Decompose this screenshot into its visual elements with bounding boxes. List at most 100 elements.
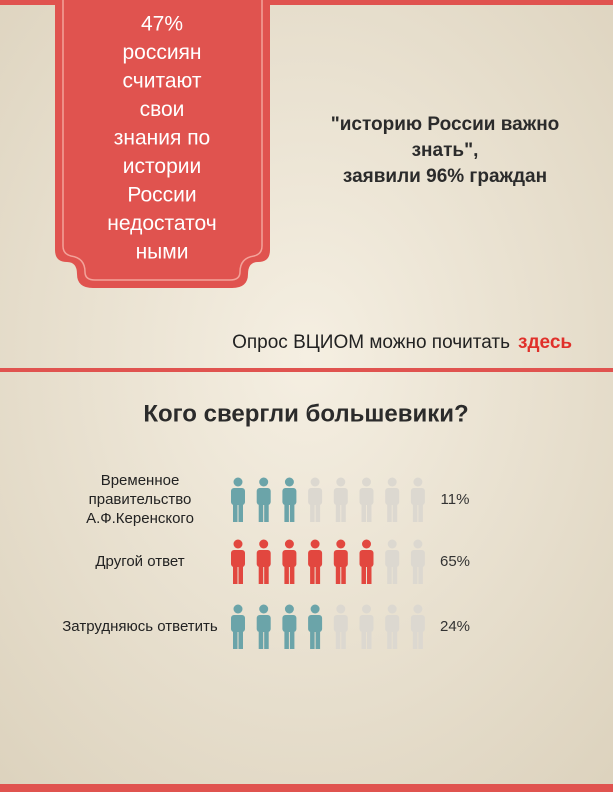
survey-title: Кого свергли большевики? <box>143 400 468 427</box>
person-icon <box>359 539 374 584</box>
icon-leg <box>412 565 418 584</box>
icon-leg <box>361 630 366 649</box>
person-icon <box>359 604 374 649</box>
person-icon <box>231 604 245 649</box>
icon-head <box>336 539 346 549</box>
icon-leg <box>264 503 269 522</box>
icon-leg <box>387 503 392 522</box>
source-link[interactable]: здесь <box>518 332 572 353</box>
row-percent: 11% <box>441 491 470 508</box>
icon-body <box>308 550 323 567</box>
icon-leg <box>284 503 289 522</box>
row-label: Другой ответ <box>95 553 184 570</box>
icon-body <box>410 488 425 505</box>
icon-head <box>233 604 243 614</box>
icon-head <box>387 539 397 549</box>
row-label: Временное <box>101 472 180 489</box>
icon-body <box>359 615 374 632</box>
banner-line: России <box>127 184 196 207</box>
person-icon <box>282 539 297 584</box>
icon-row <box>231 604 425 649</box>
banner <box>55 0 270 288</box>
icon-leg <box>233 565 238 584</box>
icon-leg <box>310 630 315 649</box>
icon-leg <box>258 630 264 649</box>
person-icon <box>308 539 323 584</box>
row-label: правительство <box>89 491 192 508</box>
icon-head <box>336 477 346 487</box>
icon-body <box>410 615 425 632</box>
icon-leg <box>264 565 269 584</box>
source-text: Опрос ВЦИОМ можно почитать <box>232 332 510 353</box>
icon-leg <box>341 503 346 522</box>
person-icon <box>308 604 323 649</box>
icon-leg <box>387 565 392 584</box>
banner-line: истории <box>123 155 201 178</box>
person-icon <box>308 477 323 522</box>
icon-body <box>333 615 348 632</box>
icon-leg <box>392 503 398 522</box>
icon-leg <box>392 565 398 584</box>
icon-row <box>231 477 425 522</box>
icon-leg <box>361 565 366 584</box>
icon-body <box>385 615 400 632</box>
icon-leg <box>315 565 321 584</box>
icon-leg <box>367 565 372 584</box>
icon-head <box>233 477 243 487</box>
icon-leg <box>289 565 295 584</box>
icon-body <box>256 615 271 632</box>
icon-body <box>333 550 348 567</box>
row-label: Затрудняюсь ответить <box>62 618 218 635</box>
icon-body <box>282 550 297 567</box>
icon-leg <box>367 630 372 649</box>
icon-leg <box>233 503 238 522</box>
icon-head <box>413 539 423 549</box>
person-icon <box>256 477 271 522</box>
icon-head <box>259 539 269 549</box>
person-icon <box>256 539 271 584</box>
icon-head <box>310 604 320 614</box>
icon-leg <box>238 630 243 649</box>
icon-head <box>284 604 294 614</box>
quote-line: "историю России важно <box>331 114 560 135</box>
icon-leg <box>310 503 315 522</box>
banner-line: недостаточ <box>107 212 216 235</box>
icon-head <box>310 539 320 549</box>
quote-line: заявили 96% граждан <box>343 166 547 187</box>
icon-body <box>385 550 400 567</box>
icon-leg <box>335 503 341 522</box>
icon-leg <box>289 630 295 649</box>
icon-head <box>284 539 294 549</box>
icon-leg <box>258 503 264 522</box>
icon-head <box>362 477 371 487</box>
person-icon <box>282 604 297 649</box>
icon-leg <box>361 503 366 522</box>
person-icon <box>333 539 348 584</box>
banner-line: ными <box>136 241 189 264</box>
icon-leg <box>418 503 423 522</box>
person-icon <box>410 539 425 584</box>
person-icon <box>410 477 425 522</box>
icon-leg <box>284 630 289 649</box>
icon-row <box>231 539 425 584</box>
person-icon <box>333 604 348 649</box>
icon-body <box>231 488 245 505</box>
icon-head <box>362 604 371 614</box>
icon-head <box>387 477 397 487</box>
icon-body <box>282 615 297 632</box>
person-icon <box>333 477 348 522</box>
icon-leg <box>315 630 321 649</box>
icon-body <box>308 615 323 632</box>
icon-leg <box>238 565 243 584</box>
person-icon <box>410 604 425 649</box>
icon-body <box>231 615 245 632</box>
icon-leg <box>412 630 418 649</box>
icon-head <box>413 477 423 487</box>
icon-body <box>410 550 425 567</box>
icon-body <box>333 488 348 505</box>
person-icon <box>256 604 271 649</box>
banner-line: свои <box>140 98 185 121</box>
banner-line: знания по <box>114 127 211 150</box>
icon-head <box>284 477 294 487</box>
